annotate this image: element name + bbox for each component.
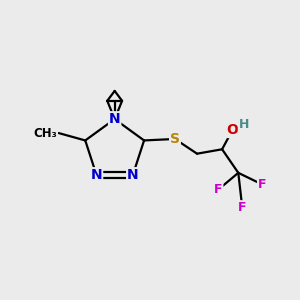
Text: H: H	[238, 118, 249, 131]
Text: F: F	[258, 178, 266, 191]
Text: S: S	[170, 132, 180, 146]
Text: N: N	[127, 168, 139, 182]
Text: N: N	[91, 168, 102, 182]
Text: F: F	[214, 183, 223, 196]
Text: CH₃: CH₃	[34, 127, 57, 140]
Text: F: F	[238, 201, 246, 214]
Text: N: N	[109, 112, 121, 126]
Text: O: O	[226, 123, 238, 137]
